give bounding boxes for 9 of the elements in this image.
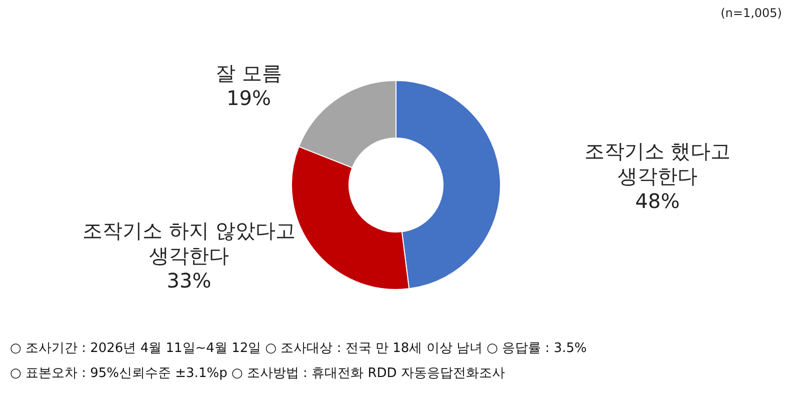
- data-label: 19%: [226, 86, 271, 110]
- text: (n=1,005): [720, 6, 782, 20]
- slice-label: 조작기소 했다고 생각한다: [584, 138, 731, 188]
- data-label: 48%: [635, 188, 680, 213]
- text: ○ 조사기간 : 2026년 4월 11일~4월 12일 ○ 조사대상 : 전국 만 18세 이상 남녀 ○ 응답률 : 3.5%: [10, 340, 587, 358]
- text: ○ 표본오차 : 95%신뢰수준 ±3.1%p ○ 조사방법 : 휴대전화 RDD 자동응답전화조사: [10, 365, 506, 383]
- slice-label: 조작기소 하지 않았다고 생각한다: [82, 218, 296, 268]
- slice-label: 잘 모름: [216, 61, 282, 86]
- data-label: 33%: [166, 268, 212, 293]
